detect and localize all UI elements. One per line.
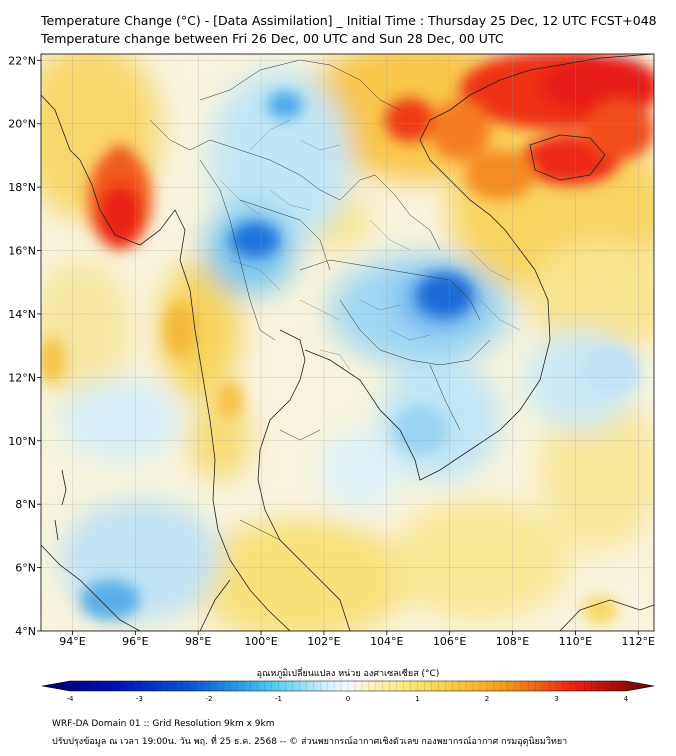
- y-tick-label: 6°N: [15, 562, 36, 575]
- y-tick-label: 8°N: [15, 498, 36, 511]
- colorbar: [41, 680, 655, 692]
- y-tick-label: 10°N: [8, 435, 36, 448]
- x-tick-label: 112°E: [622, 635, 655, 648]
- colorbar-tick-label: 3: [554, 695, 558, 703]
- y-tick-label: 18°N: [8, 181, 36, 194]
- colorbar-tick-label: 0: [346, 695, 350, 703]
- x-tick-label: 100°E: [244, 635, 277, 648]
- colorbar-tick-label: 4: [624, 695, 629, 703]
- x-tick-label: 98°E: [185, 635, 211, 648]
- gridlines: [41, 54, 654, 631]
- y-tick-label: 12°N: [8, 371, 36, 384]
- map-title: Temperature Change (°C) - [Data Assimila…: [41, 13, 657, 28]
- colorbar-tick-label: -1: [275, 695, 282, 703]
- temperature-field: [41, 54, 654, 631]
- coastlines: [41, 54, 654, 631]
- x-axis-ticks: 94°E 96°E 98°E 100°E 102°E 104°E 106°E 108°E 110…: [59, 631, 655, 648]
- x-tick-label: 104°E: [370, 635, 403, 648]
- colorbar-tick-label: -3: [136, 695, 143, 703]
- colorbar-tick-label: -4: [67, 695, 75, 703]
- colorbar-tick-label: 2: [485, 695, 489, 703]
- y-tick-label: 20°N: [8, 118, 36, 131]
- y-tick-label: 22°N: [8, 54, 36, 67]
- colorbar-tick-label: -2: [206, 695, 213, 703]
- y-axis-ticks: 22°N 20°N 18°N 16°N 14°N 12°N 10°N 8°N 6°N 4°N: [8, 54, 41, 638]
- x-tick-label: 108°E: [496, 635, 529, 648]
- colorbar-title: อุณหภูมิเปลี่ยนแปลง หน่วย องศาเซลเซียส (…: [257, 666, 440, 679]
- plot-frame: [40, 53, 655, 632]
- x-tick-label: 94°E: [59, 635, 85, 648]
- colorbar-tick-label: 1: [415, 695, 419, 703]
- x-tick-label: 102°E: [307, 635, 340, 648]
- x-tick-label: 96°E: [122, 635, 148, 648]
- y-tick-label: 4°N: [15, 625, 36, 638]
- x-tick-label: 110°E: [559, 635, 592, 648]
- footer-credit: ปรับปรุงข้อมูล ณ เวลา 19:00น. วัน พฤ. ที…: [52, 737, 568, 747]
- map-subtitle: Temperature change between Fri 26 Dec, 0…: [41, 31, 504, 46]
- y-tick-label: 16°N: [8, 245, 36, 258]
- colorbar-ticks: -4 -3 -2 -1 0 1 2 3 4: [67, 695, 629, 703]
- x-tick-label: 106°E: [433, 635, 466, 648]
- y-tick-label: 14°N: [8, 308, 36, 321]
- country-borders: [149, 59, 491, 541]
- province-borders: [219, 119, 521, 371]
- footer-resolution: WRF-DA Domain 01 :: Grid Resolution 9km …: [52, 719, 275, 729]
